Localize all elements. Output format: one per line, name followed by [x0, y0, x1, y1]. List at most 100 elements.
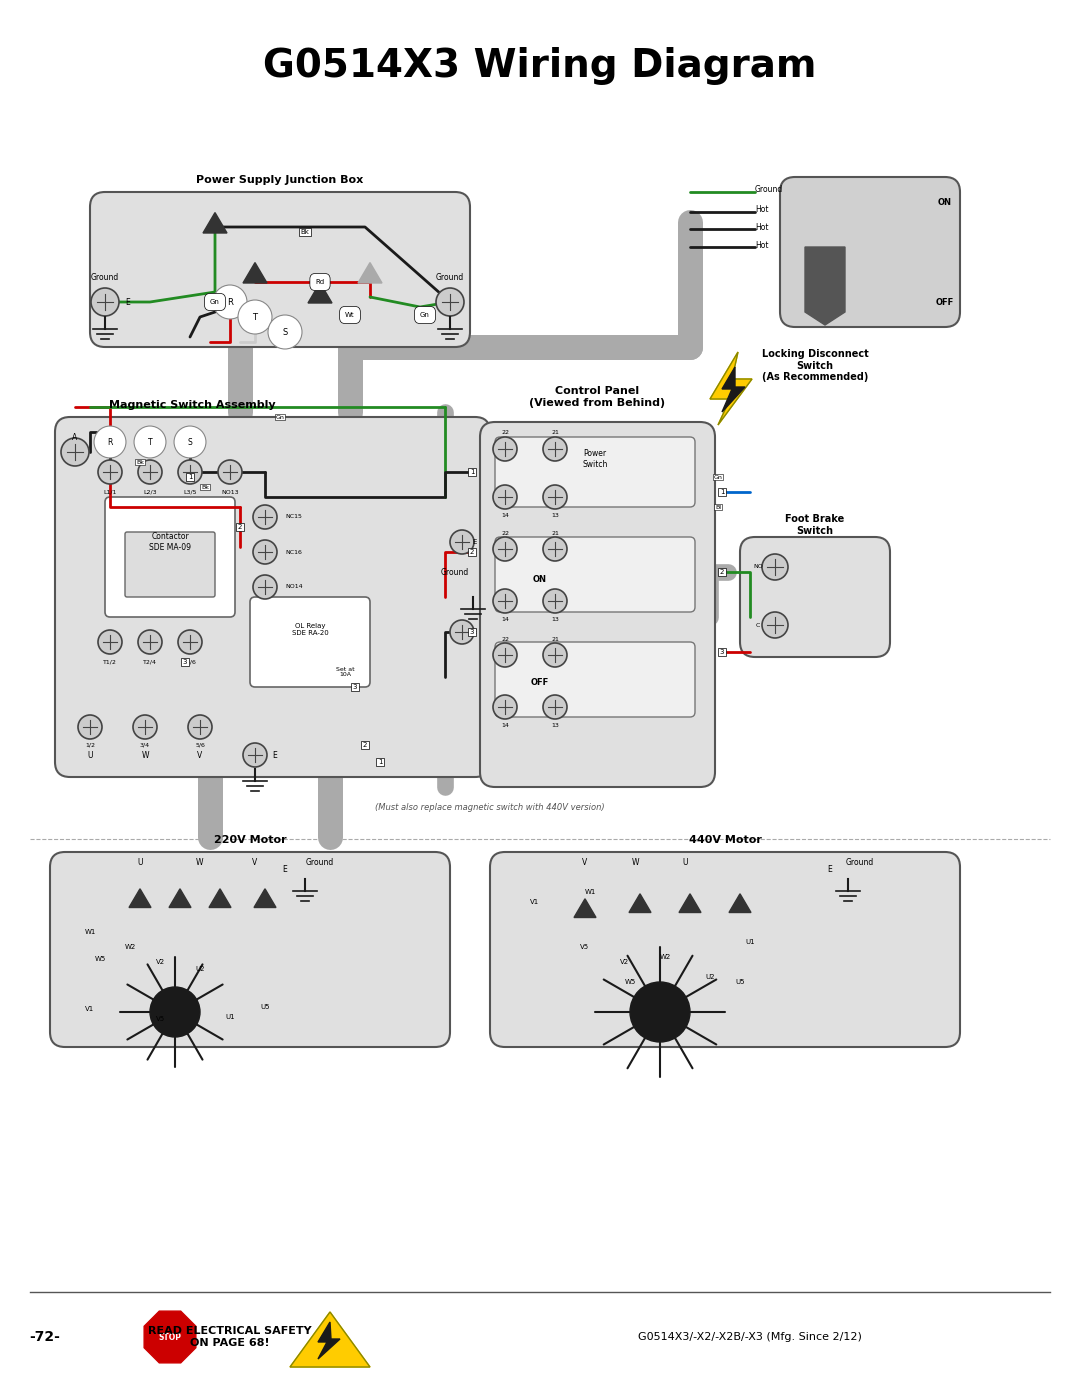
Circle shape [762, 555, 788, 580]
Text: NO14: NO14 [285, 584, 302, 590]
Circle shape [178, 630, 202, 654]
Polygon shape [168, 888, 191, 908]
Polygon shape [318, 1322, 340, 1359]
Text: NC16: NC16 [285, 549, 302, 555]
Circle shape [543, 437, 567, 461]
Polygon shape [308, 282, 332, 303]
Circle shape [253, 576, 276, 599]
Text: Bk: Bk [201, 485, 210, 489]
FancyBboxPatch shape [490, 852, 960, 1046]
Text: L3/5: L3/5 [184, 489, 197, 495]
Text: 3: 3 [353, 685, 357, 690]
FancyBboxPatch shape [780, 177, 960, 327]
Text: C: C [756, 623, 760, 627]
Text: E: E [473, 539, 477, 545]
Text: 14: 14 [501, 616, 509, 622]
FancyBboxPatch shape [740, 536, 890, 657]
Text: Rd: Rd [315, 279, 325, 285]
Text: NO13: NO13 [221, 489, 239, 495]
Text: ON: ON [939, 197, 951, 207]
Text: E: E [827, 865, 833, 873]
Text: S: S [282, 327, 287, 337]
FancyBboxPatch shape [495, 536, 696, 612]
Text: 14: 14 [501, 513, 509, 517]
Text: 1: 1 [378, 759, 382, 766]
Text: Ground: Ground [436, 272, 464, 282]
FancyBboxPatch shape [480, 422, 715, 787]
Text: Power Supply Junction Box: Power Supply Junction Box [197, 175, 364, 184]
Text: Ground: Ground [441, 567, 469, 577]
Text: E: E [283, 865, 287, 873]
Text: READ ELECTRICAL SAFETY
ON PAGE 68!: READ ELECTRICAL SAFETY ON PAGE 68! [148, 1326, 312, 1348]
Text: 1: 1 [719, 489, 725, 495]
Circle shape [436, 288, 464, 316]
Text: L1/1: L1/1 [104, 489, 117, 495]
Text: 13: 13 [551, 616, 559, 622]
FancyBboxPatch shape [495, 437, 696, 507]
Text: NO: NO [753, 564, 762, 570]
Polygon shape [210, 888, 231, 908]
Text: W: W [141, 750, 149, 760]
Text: 3/4: 3/4 [140, 742, 150, 747]
Text: Hot: Hot [755, 240, 769, 250]
Text: 2: 2 [470, 549, 474, 555]
Polygon shape [243, 263, 267, 284]
Polygon shape [729, 894, 751, 912]
Circle shape [150, 988, 200, 1037]
Text: S: S [188, 437, 192, 447]
Text: Magnetic Switch Assembly: Magnetic Switch Assembly [109, 400, 275, 409]
Polygon shape [710, 352, 752, 425]
Text: 22: 22 [501, 531, 509, 535]
Circle shape [543, 590, 567, 613]
Text: U2: U2 [705, 974, 715, 981]
Text: Ground: Ground [846, 858, 874, 866]
Text: G0514X3/-X2/-X2B/-X3 (Mfg. Since 2/12): G0514X3/-X2/-X2B/-X3 (Mfg. Since 2/12) [638, 1331, 862, 1343]
Circle shape [492, 590, 517, 613]
Circle shape [762, 612, 788, 638]
FancyBboxPatch shape [249, 597, 370, 687]
Circle shape [138, 460, 162, 483]
Text: U: U [87, 750, 93, 760]
Text: V: V [198, 750, 203, 760]
Polygon shape [291, 1312, 370, 1368]
Text: 2: 2 [363, 742, 367, 747]
Text: U5: U5 [260, 1004, 270, 1010]
Text: STOP: STOP [159, 1333, 181, 1341]
Text: E: E [473, 629, 477, 636]
Text: U: U [137, 858, 143, 866]
Text: 3: 3 [719, 650, 725, 655]
Circle shape [138, 630, 162, 654]
Text: 440V Motor: 440V Motor [689, 835, 761, 845]
Text: W5: W5 [624, 979, 636, 985]
Circle shape [492, 485, 517, 509]
Polygon shape [679, 894, 701, 912]
Circle shape [253, 504, 276, 529]
Polygon shape [805, 247, 845, 326]
FancyBboxPatch shape [105, 497, 235, 617]
Text: 2: 2 [719, 569, 725, 576]
Text: T3/6: T3/6 [184, 659, 197, 665]
Text: V5: V5 [156, 1016, 164, 1023]
Text: Hot: Hot [755, 222, 769, 232]
Text: U1: U1 [226, 1014, 234, 1020]
Text: Power
Switch: Power Switch [582, 450, 608, 469]
Text: 3: 3 [470, 629, 474, 636]
Text: V1: V1 [85, 1006, 95, 1011]
Text: Hot: Hot [755, 204, 769, 214]
Text: Contactor
SDE MA-09: Contactor SDE MA-09 [149, 532, 191, 552]
Text: Ground: Ground [91, 272, 119, 282]
Text: 21: 21 [551, 531, 559, 535]
Polygon shape [573, 898, 596, 918]
Text: 14: 14 [501, 722, 509, 728]
Text: T2/4: T2/4 [143, 659, 157, 665]
Text: V2: V2 [620, 958, 630, 965]
Text: 220V Motor: 220V Motor [214, 835, 286, 845]
Text: V2: V2 [156, 958, 164, 965]
FancyBboxPatch shape [495, 643, 696, 717]
Polygon shape [129, 888, 151, 908]
Text: NC15: NC15 [285, 514, 302, 520]
Text: V: V [253, 858, 258, 866]
Text: W2: W2 [660, 954, 671, 960]
Text: OFF: OFF [936, 298, 954, 306]
Circle shape [91, 288, 119, 316]
